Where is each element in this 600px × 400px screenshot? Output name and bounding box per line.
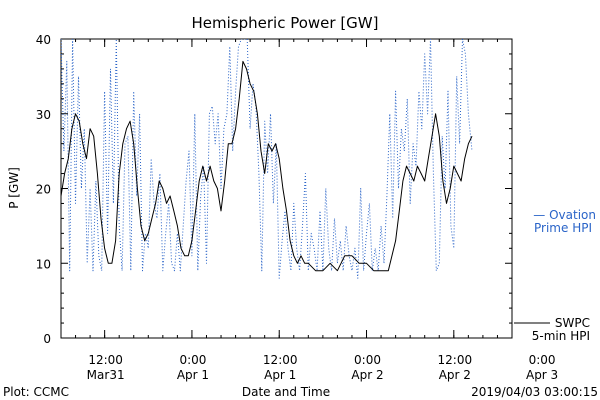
legend-swpc: SWPC 5-min HPI xyxy=(514,316,590,343)
x-tick-label-time-2: 12:00 xyxy=(263,353,298,367)
x-tick-label-date-1: Apr 1 xyxy=(177,368,209,382)
legend-swpc-line1: SWPC xyxy=(555,316,590,330)
x-tick-label-time-3: 0:00 xyxy=(354,353,381,367)
x-tick-label-time-1: 0:00 xyxy=(179,353,206,367)
y-tick-label-20: 20 xyxy=(36,183,51,197)
legend-ovation-line1: — Ovation xyxy=(533,208,596,222)
y-tick-label-30: 30 xyxy=(36,108,51,122)
legend-ovation: — Ovation Prime HPI xyxy=(533,208,596,235)
y-tick-label-10: 10 xyxy=(36,257,51,271)
x-tick-label-date-2: Apr 1 xyxy=(264,368,296,382)
x-tick-label-date-4: Apr 2 xyxy=(439,368,471,382)
footer-timestamp: 2019/04/03 03:00:15 xyxy=(471,385,598,399)
x-tick-label-time-0: 12:00 xyxy=(88,353,123,367)
series-ovation-prime-line xyxy=(61,39,473,279)
x-tick-label-time-4: 12:00 xyxy=(438,353,473,367)
y-tick-label-40: 40 xyxy=(36,33,51,47)
series-swpc-line xyxy=(61,60,473,272)
x-tick-label-date-0: Mar31 xyxy=(87,368,125,382)
footer-credit: Plot: CCMC xyxy=(3,385,69,399)
x-axis-label: Date and Time xyxy=(242,385,330,399)
y-axis-label: P [GW] xyxy=(7,167,21,209)
x-tick-label-date-5: Apr 3 xyxy=(526,368,558,382)
chart-title: Hemispheric Power [GW] xyxy=(192,14,379,32)
legend-ovation-line2: Prime HPI xyxy=(534,221,592,235)
y-tick-label-0: 0 xyxy=(43,332,51,346)
x-tick-label-time-5: 0:00 xyxy=(529,353,556,367)
x-tick-label-date-3: Apr 2 xyxy=(351,368,383,382)
legend-swpc-line2: 5-min HPI xyxy=(532,329,590,343)
